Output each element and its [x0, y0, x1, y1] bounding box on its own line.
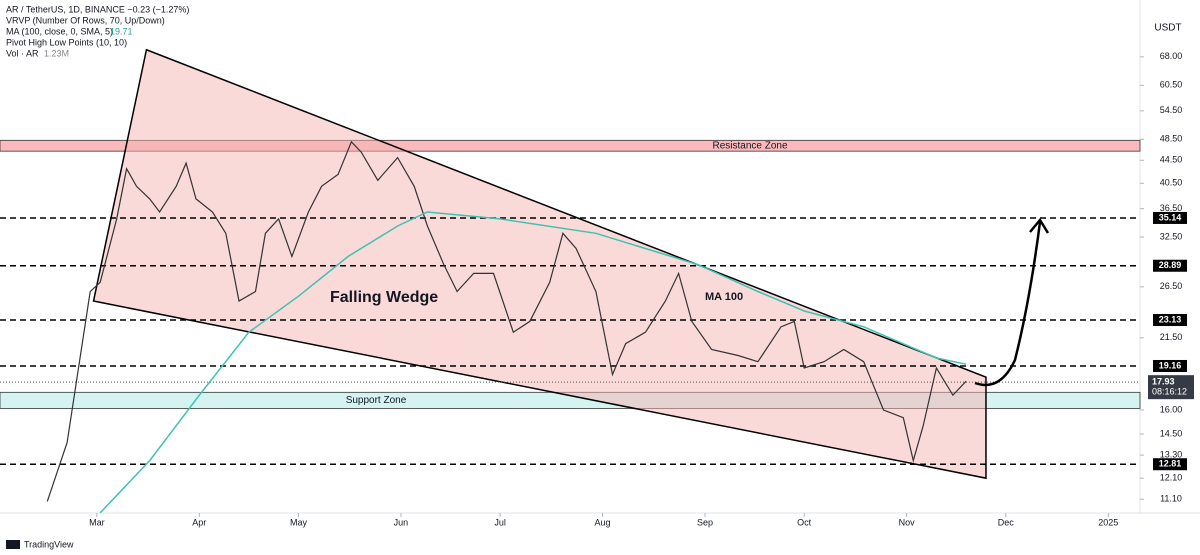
level-label: 12.81: [1159, 459, 1182, 469]
y-tick-label: 26.50: [1160, 281, 1183, 291]
level-tag: [1153, 259, 1187, 272]
volume-value: 1.23M: [44, 48, 69, 58]
y-tick-label: 54.50: [1160, 105, 1183, 115]
forecast-arrow: [974, 221, 1042, 387]
level-label: 28.89: [1159, 260, 1182, 270]
zone: [0, 139, 1141, 152]
y-tick-label: 11.10: [1160, 494, 1182, 504]
y-tick-label: 21.50: [1160, 332, 1183, 342]
x-tick-label: Nov: [899, 517, 916, 527]
currency: USDT: [1154, 23, 1181, 34]
level-label: 19.16: [1159, 360, 1182, 370]
y-tick-label: 60.50: [1160, 80, 1183, 90]
countdown: 08:16:12: [1152, 387, 1187, 397]
series-line: [46, 140, 967, 502]
legend-line: MA (100, close, 0, SMA, 5): [6, 26, 113, 36]
arrow-head: [1029, 217, 1050, 234]
x-tick-label: Mar: [89, 517, 105, 527]
series-line: [99, 211, 967, 514]
legend-line: Pivot High Low Points (10, 10): [6, 37, 127, 47]
ma-label: MA 100: [705, 291, 743, 303]
last-price-label: 17.93: [1152, 377, 1175, 387]
brand: TradingView: [24, 539, 74, 549]
y-tick-label: 68.00: [1160, 51, 1183, 61]
x-tick-label: 2025: [1098, 517, 1118, 527]
level-tag: [1153, 458, 1187, 471]
y-tick-label: 44.50: [1160, 155, 1183, 165]
y-tick-label: 16.00: [1160, 404, 1183, 414]
legend-line: VRVP (Number Of Rows, 70, Up/Down): [6, 15, 165, 25]
y-tick-label: 32.50: [1160, 231, 1183, 241]
level-tag: [1153, 314, 1187, 327]
zone-label: Support Zone: [346, 395, 407, 406]
y-tick-label: 14.50: [1160, 428, 1183, 438]
y-tick-label: 40.50: [1160, 178, 1183, 188]
x-tick-label: Jul: [494, 517, 506, 527]
y-tick-label: 48.50: [1160, 134, 1183, 144]
brand-logo: [6, 540, 20, 549]
level-tag: [1153, 359, 1187, 372]
y-tick-label: 12.10: [1160, 473, 1183, 483]
wedge-label: Falling Wedge: [330, 289, 438, 306]
zone-label: Resistance Zone: [712, 140, 787, 151]
level-label: 35.14: [1159, 212, 1182, 222]
legend-line: AR / TetherUS, 1D, BINANCE −0.23 (−1.27%…: [6, 4, 189, 14]
last-price-tag: [1148, 375, 1194, 400]
x-tick-label: Jun: [394, 517, 409, 527]
plot-layer: Resistance Zone Support Zone Falling Wedge…: [0, 4, 1194, 527]
x-tick-label: Sep: [697, 517, 713, 527]
x-tick-label: Oct: [797, 517, 812, 527]
y-tick-label: 36.50: [1160, 203, 1183, 213]
ma-value: 19.71: [110, 26, 133, 36]
y-tick-label: 13.30: [1160, 449, 1183, 459]
legend-line: Vol · AR: [6, 48, 39, 58]
x-tick-label: Aug: [595, 517, 611, 527]
x-tick-label: May: [290, 517, 308, 527]
level-tag: [1153, 211, 1187, 224]
x-tick-label: Dec: [998, 517, 1015, 527]
x-tick-label: Apr: [192, 517, 206, 527]
level-label: 23.13: [1159, 314, 1182, 324]
